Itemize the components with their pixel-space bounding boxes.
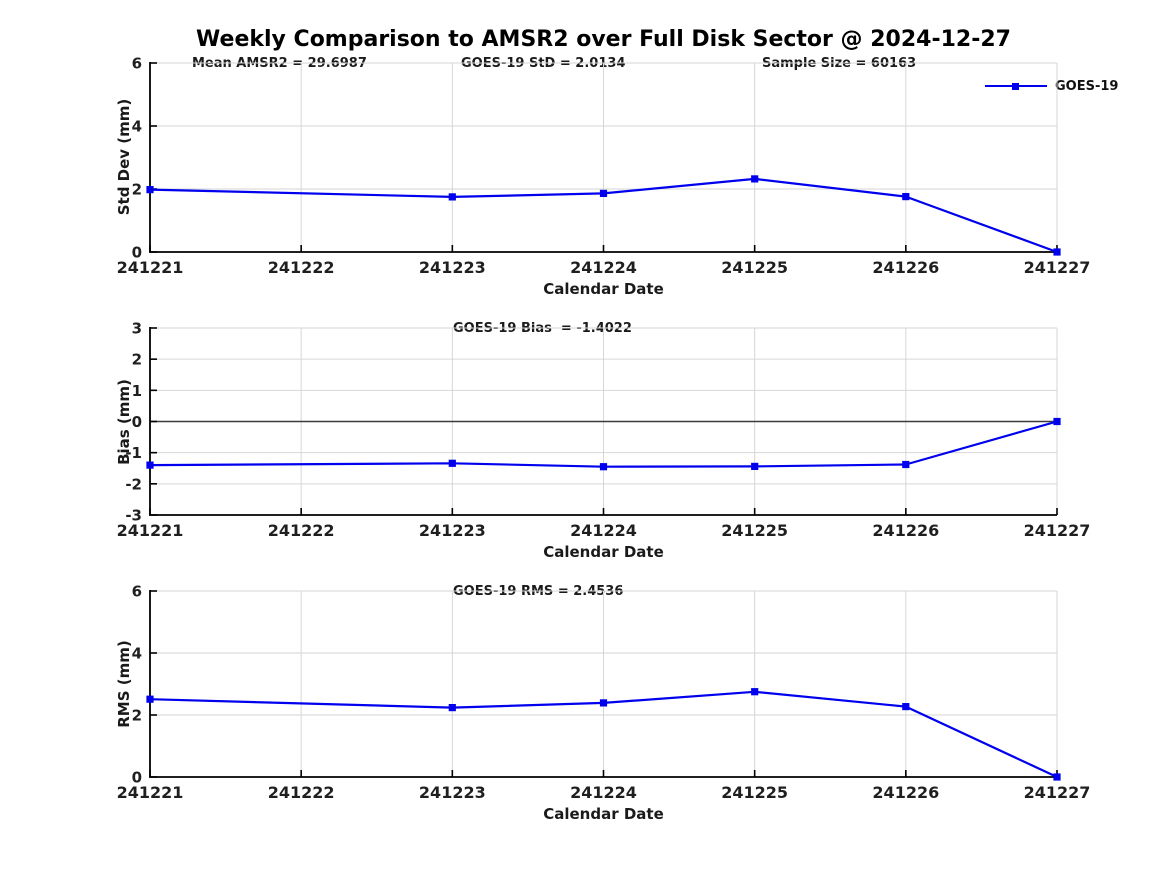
y-tick-label: 2 — [132, 707, 142, 725]
x-tick-label: 241222 — [268, 258, 335, 277]
legend: GOES-19 — [985, 79, 1118, 94]
data-point-marker — [1053, 773, 1061, 781]
y-tick-label: 3 — [132, 320, 142, 338]
x-tick-label: 241222 — [268, 521, 335, 540]
x-tick-label: 241226 — [872, 258, 939, 277]
data-point-marker — [146, 186, 154, 194]
data-point-marker — [1053, 417, 1061, 426]
x-tick-label: 241221 — [117, 258, 184, 277]
legend-sample — [985, 79, 1047, 94]
x-tick-label: 241221 — [117, 521, 184, 540]
legend-square-marker-icon — [1012, 82, 1019, 90]
y-tick-label: -3 — [125, 507, 142, 525]
data-point-marker — [448, 704, 456, 712]
x-tick-label: 241226 — [872, 783, 939, 802]
data-point-marker — [751, 462, 759, 470]
data-line-goes-19 — [149, 690, 1058, 778]
x-tick-label: 241225 — [721, 783, 788, 802]
data-point-marker — [448, 193, 456, 201]
data-point-marker — [599, 189, 608, 197]
x-tick-label: 241222 — [268, 783, 335, 802]
data-point-marker — [751, 175, 759, 183]
data-point-marker — [751, 688, 759, 696]
y-tick-label: 0 — [132, 244, 142, 262]
data-line-goes-19 — [149, 420, 1058, 468]
x-tick-label: 241227 — [1024, 783, 1091, 802]
y-tick-label: 6 — [132, 583, 142, 601]
x-tick-label: 241224 — [570, 521, 637, 540]
data-line-goes-19 — [149, 177, 1058, 254]
x-axis-label-calendar-date-2: Calendar Date — [543, 543, 664, 561]
data-point-marker — [146, 461, 154, 469]
data-point-marker — [448, 459, 456, 467]
y-tick-label: 4 — [132, 645, 142, 663]
subplot-std-dev: 241221 241222 241223 241224 241225 241226 2412… — [117, 55, 1091, 278]
x-tick-label: 241227 — [1024, 521, 1091, 540]
x-tick-label: 241225 — [721, 258, 788, 277]
y-tick-label: 6 — [132, 55, 142, 73]
y-tick-label: -1 — [125, 444, 142, 462]
x-tick-label: 241223 — [419, 783, 486, 802]
x-tick-label: 241227 — [1024, 258, 1091, 277]
y-tick-label: 2 — [132, 351, 142, 369]
x-tick-label: 241223 — [419, 258, 486, 277]
x-axis-label-calendar-date-1: Calendar Date — [543, 280, 664, 298]
data-point-marker — [599, 699, 608, 707]
subplot-rms: 241221 241222 241223 241224 241225 241226 2412… — [117, 583, 1091, 803]
figure-title: Weekly Comparison to AMSR2 over Full Dis… — [196, 27, 1011, 52]
legend-label-goes19: GOES-19 — [1055, 79, 1119, 94]
x-axis-label-calendar-date-3: Calendar Date — [543, 805, 664, 823]
y-tick-label: 1 — [132, 382, 142, 400]
y-tick-label: 0 — [132, 413, 142, 431]
data-point-marker — [902, 460, 910, 469]
x-tick-label: 241224 — [570, 258, 637, 277]
x-tick-label: 241224 — [570, 783, 637, 802]
y-tick-label: -2 — [125, 475, 142, 493]
y-tick-label: 2 — [132, 181, 142, 199]
x-tick-label: 241221 — [117, 783, 184, 802]
x-tick-label: 241223 — [419, 521, 486, 540]
data-point-marker — [902, 703, 910, 711]
x-tick-label: 241225 — [721, 521, 788, 540]
data-point-marker — [599, 463, 608, 471]
data-point-marker — [1053, 248, 1061, 256]
data-point-marker — [146, 695, 154, 703]
x-tick-label: 241226 — [872, 521, 939, 540]
data-point-marker — [902, 193, 910, 201]
y-tick-label: 0 — [132, 769, 142, 787]
y-tick-label: 4 — [132, 118, 142, 136]
subplot-bias: 241221 241222 241223 241224 241225 241226 2412… — [117, 320, 1091, 541]
